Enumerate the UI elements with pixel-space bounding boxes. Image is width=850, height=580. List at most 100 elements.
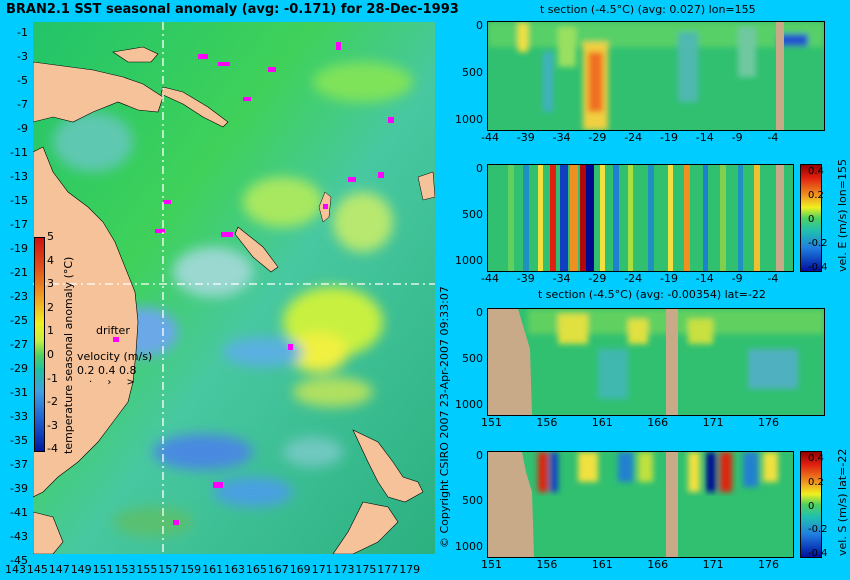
- drifter-label: drifter: [96, 324, 130, 337]
- panel2-plot: [487, 164, 794, 272]
- panel3-land: [488, 309, 532, 415]
- p2-ytick-label: 500: [462, 207, 483, 221]
- tasmania: [33, 511, 64, 554]
- p4-ytick-label: 0: [476, 449, 483, 462]
- lat-tick-label: -37: [10, 458, 28, 471]
- panel2-colorbar-label: vel. E (m/s) lon=155: [836, 159, 849, 272]
- velocity-values: 0.2 0.4 0.8: [77, 364, 137, 377]
- lon-tick-label: 173: [333, 563, 355, 576]
- lon-tick-label: 165: [245, 563, 267, 576]
- map-colorbar-tick: -3: [47, 418, 58, 432]
- lat-tick-label: -23: [10, 290, 28, 303]
- p2-xtick-label: -19: [660, 272, 678, 285]
- p4-colorbar-tick: -0.2: [808, 524, 828, 536]
- p2-colorbar-tick: 0.4: [808, 166, 824, 177]
- p1-xtick-label: -4: [767, 131, 779, 144]
- map-colorbar-tick: -4: [47, 442, 58, 456]
- lon-tick-label: 163: [224, 563, 245, 576]
- p4-colorbar-tick: -0.4: [808, 548, 828, 559]
- p2-colorbar-tick: 0: [808, 214, 815, 225]
- lon-tick-label: 167: [267, 563, 289, 576]
- map-colorbar-tick: -1: [47, 371, 58, 385]
- lon-tick-label: 147: [48, 563, 70, 576]
- new-zealand-south: [332, 501, 399, 554]
- lon-tick-label: 143: [5, 563, 26, 576]
- p2-xtick-label: -34: [552, 272, 571, 285]
- lat-tick-label: -21: [10, 266, 28, 279]
- lon-tick-label: 179: [399, 563, 421, 576]
- panel1-section: [488, 22, 824, 130]
- p2-xtick-label: -4: [767, 272, 779, 285]
- lon-tick-label: 155: [136, 563, 158, 576]
- p2-xtick-label: -29: [588, 272, 607, 285]
- panel3-section: [488, 309, 824, 415]
- p3-ytick-label: 500: [462, 351, 483, 365]
- p4-colorbar-tick: 0.4: [808, 453, 824, 464]
- panel1-title: t section (-4.5°C) (avg: 0.027) lon=155: [540, 3, 756, 16]
- panel3-plot: [487, 308, 825, 416]
- panel3-title: t section (-4.5°C) (avg: -0.00354) lat=-…: [538, 288, 766, 301]
- map-colorbar-tick: 2: [47, 300, 54, 314]
- p2-xtick-label: -39: [516, 272, 535, 285]
- map-colorbar-tick: 4: [47, 253, 54, 267]
- panel4-plot: [487, 451, 794, 558]
- lon-tick-label: 175: [355, 563, 377, 576]
- p4-xtick-label: 156: [536, 558, 558, 571]
- p3-xtick-label: 161: [591, 416, 613, 429]
- panel4-colorbar: [800, 451, 822, 558]
- p4-xtick-label: 171: [702, 558, 724, 571]
- lat-tick-label: -3: [17, 50, 28, 63]
- lon-tick-label: 169: [289, 563, 311, 576]
- p2-xtick-label: -14: [695, 272, 714, 285]
- lon-tick-label: 159: [180, 563, 202, 576]
- lat-tick-label: -25: [10, 314, 28, 327]
- map-colorbar-tick: -2: [47, 395, 58, 409]
- lon-tick-label: 171: [311, 563, 333, 576]
- drifter-markers: [113, 42, 394, 525]
- new-caledonia: [234, 226, 279, 273]
- lat-tick-label: -27: [10, 338, 28, 351]
- velocity-arrows: · › >: [89, 377, 141, 388]
- lon-tick-label: 157: [158, 563, 180, 576]
- lat-tick-label: -33: [10, 410, 28, 423]
- p2-xtick-label: -44: [481, 272, 499, 285]
- p3-xtick-label: 156: [536, 416, 558, 429]
- solomon-islands: [160, 86, 229, 128]
- p2-colorbar-tick: -0.2: [808, 238, 828, 249]
- p3-xtick-label: 166: [647, 416, 669, 429]
- map-plot: [33, 22, 435, 554]
- lon-tick-label: 151: [92, 563, 114, 576]
- copyright-note: © Copyright CSIRO 2007 23-Apr-2007 09:33…: [438, 286, 451, 548]
- p2-ytick-label: 1000: [455, 254, 483, 267]
- panel2-colorbar: [800, 164, 822, 272]
- p4-ytick-label: 1000: [455, 540, 483, 553]
- lat-tick-label: -15: [10, 194, 28, 207]
- panel1-plot: [487, 21, 825, 131]
- sst-anomaly-map: [33, 22, 435, 554]
- p1-xtick-label: -34: [552, 131, 571, 144]
- map-colorbar-tick: 5: [47, 230, 54, 243]
- map-colorbar-tick: 0: [47, 348, 54, 361]
- p4-ytick-label: 500: [462, 494, 483, 508]
- p1-xtick-label: -44: [481, 131, 499, 144]
- lat-tick-label: -35: [10, 434, 28, 447]
- velocity-label: velocity (m/s): [77, 350, 153, 363]
- new-zealand-north: [352, 429, 424, 503]
- lat-tick-label: -5: [17, 74, 28, 87]
- lat-tick-label: -45: [10, 554, 28, 567]
- map-colorbar: [34, 237, 45, 452]
- p4-colorbar-tick: 0.2: [808, 476, 824, 488]
- lat-tick-label: -9: [17, 122, 28, 135]
- panel2-section: [488, 165, 793, 271]
- lat-tick-label: -19: [10, 242, 28, 255]
- p1-xtick-label: -19: [660, 131, 678, 144]
- lat-tick-label: -11: [10, 146, 28, 159]
- p2-ytick-label: 0: [476, 162, 483, 175]
- p3-xtick-label: 176: [758, 416, 779, 429]
- panel4-section: [488, 452, 793, 557]
- p1-ytick-label: 0: [476, 19, 483, 32]
- lon-tick-label: 177: [377, 563, 399, 576]
- lon-tick-label: 153: [114, 563, 136, 576]
- lat-tick-label: -31: [10, 386, 28, 399]
- panel4-colorbar-label: vel. S (m/s) lat=-22: [836, 448, 849, 556]
